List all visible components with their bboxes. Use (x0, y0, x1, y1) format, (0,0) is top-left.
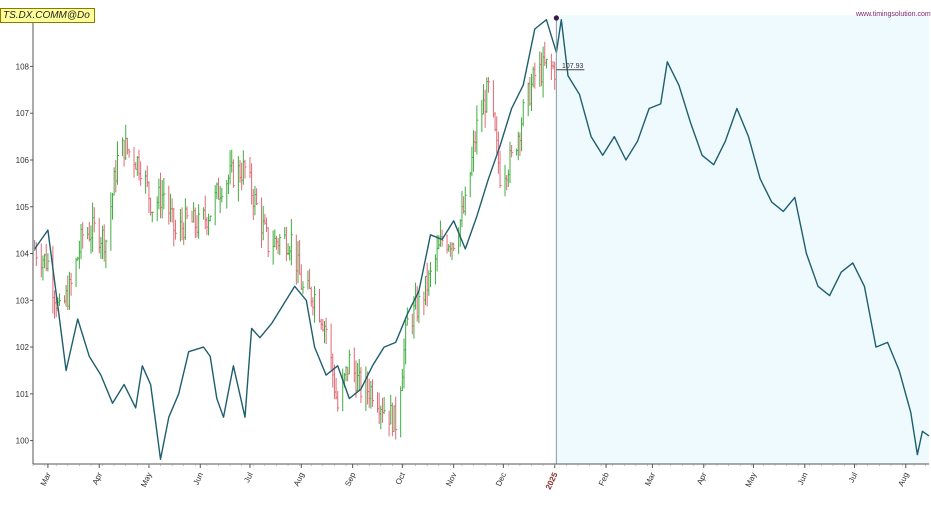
price-bar (395, 396, 398, 440)
price-bar (545, 58, 548, 69)
x-tick-label: May (744, 471, 759, 489)
price-bar (279, 234, 282, 256)
price-bar (441, 229, 444, 247)
y-tick-label: 108 (16, 62, 30, 71)
last-bar-markers (553, 15, 585, 71)
x-tick-label: Mar (643, 471, 657, 488)
price-bar (499, 150, 502, 188)
price-bar (400, 386, 403, 438)
price-bar (290, 218, 293, 266)
x-tick-label: May (139, 471, 154, 489)
price-bar (140, 161, 143, 186)
price-bar (418, 291, 421, 324)
price-bar (337, 390, 340, 412)
ticker-label[interactable]: TS.DX.COMM@Do (0, 8, 95, 23)
x-tick-label: Sep (343, 471, 357, 488)
y-tick-label: 103 (16, 296, 30, 305)
price-bar (309, 268, 312, 290)
axes: 100101102103104105106107108109MarAprMayJ… (16, 15, 929, 491)
price-bar (105, 239, 108, 269)
price-bar (348, 349, 351, 375)
price-bars (34, 41, 557, 440)
x-tick-label: Mar (39, 471, 53, 488)
price-bar (111, 192, 114, 220)
price-bar (116, 141, 119, 185)
price-bar (198, 204, 201, 239)
price-bar (209, 215, 212, 222)
price-bar (93, 207, 96, 233)
x-tick-label: Aug (896, 471, 910, 488)
x-tick-label: Feb (597, 471, 611, 488)
price-bar (58, 293, 61, 306)
price-bar (406, 307, 409, 326)
y-tick-label: 101 (16, 390, 30, 399)
price-bar (522, 99, 525, 127)
price-bar (487, 77, 490, 93)
price-bar (256, 188, 259, 206)
price-bar (174, 219, 177, 240)
price-bar (325, 317, 328, 345)
price-bar (383, 397, 386, 415)
price-bar (319, 288, 322, 323)
price-bar (232, 159, 235, 188)
x-tick-label: Oct (394, 470, 408, 486)
price-bar (163, 178, 166, 210)
y-tick-label: 106 (16, 156, 30, 165)
price-bar (244, 159, 247, 179)
y-tick-label: 105 (16, 203, 30, 212)
price-bar (70, 272, 73, 296)
x-tick-label: Nov (444, 471, 458, 488)
price-bar (151, 211, 154, 223)
price-bar (314, 286, 317, 323)
price-bar (372, 379, 375, 407)
price-bar (476, 105, 479, 155)
x-tick-label: Jul (242, 471, 255, 484)
x-tick-label: Apr (91, 471, 105, 486)
x-tick-label: Jun (191, 471, 205, 487)
last-price-label: 107.93 (562, 63, 584, 70)
price-bar (75, 257, 78, 288)
x-tick-label: Aug (292, 471, 306, 488)
watermark-link[interactable]: www.timingsolution.com (856, 11, 931, 18)
price-bar (534, 62, 537, 89)
y-tick-label: 107 (16, 109, 30, 118)
projection-series (34, 19, 930, 460)
price-bar (302, 281, 305, 294)
price-bar (464, 186, 467, 216)
x-tick-label: Jul (847, 471, 860, 484)
x-tick-label: Apr (695, 471, 709, 486)
last-bar-marker (553, 15, 559, 21)
forecast-zone (556, 15, 929, 464)
x-tick-label: Dec (494, 471, 508, 488)
price-bar (221, 187, 224, 203)
price-bar (429, 262, 432, 287)
projection-line (34, 19, 930, 460)
price-bar (128, 148, 131, 158)
price-bar (186, 206, 189, 220)
price-bar (360, 367, 363, 404)
x-tick-label: Jun (796, 471, 810, 487)
y-tick-label: 104 (16, 250, 30, 259)
price-bar (82, 222, 85, 249)
y-tick-label: 102 (16, 343, 30, 352)
price-bar (47, 253, 50, 272)
price-bar (405, 320, 408, 365)
price-bar (511, 144, 514, 158)
x-tick-label: 2025 (544, 471, 560, 491)
price-bar (267, 227, 270, 258)
price-bar (453, 242, 456, 252)
y-tick-label: 100 (16, 437, 30, 446)
